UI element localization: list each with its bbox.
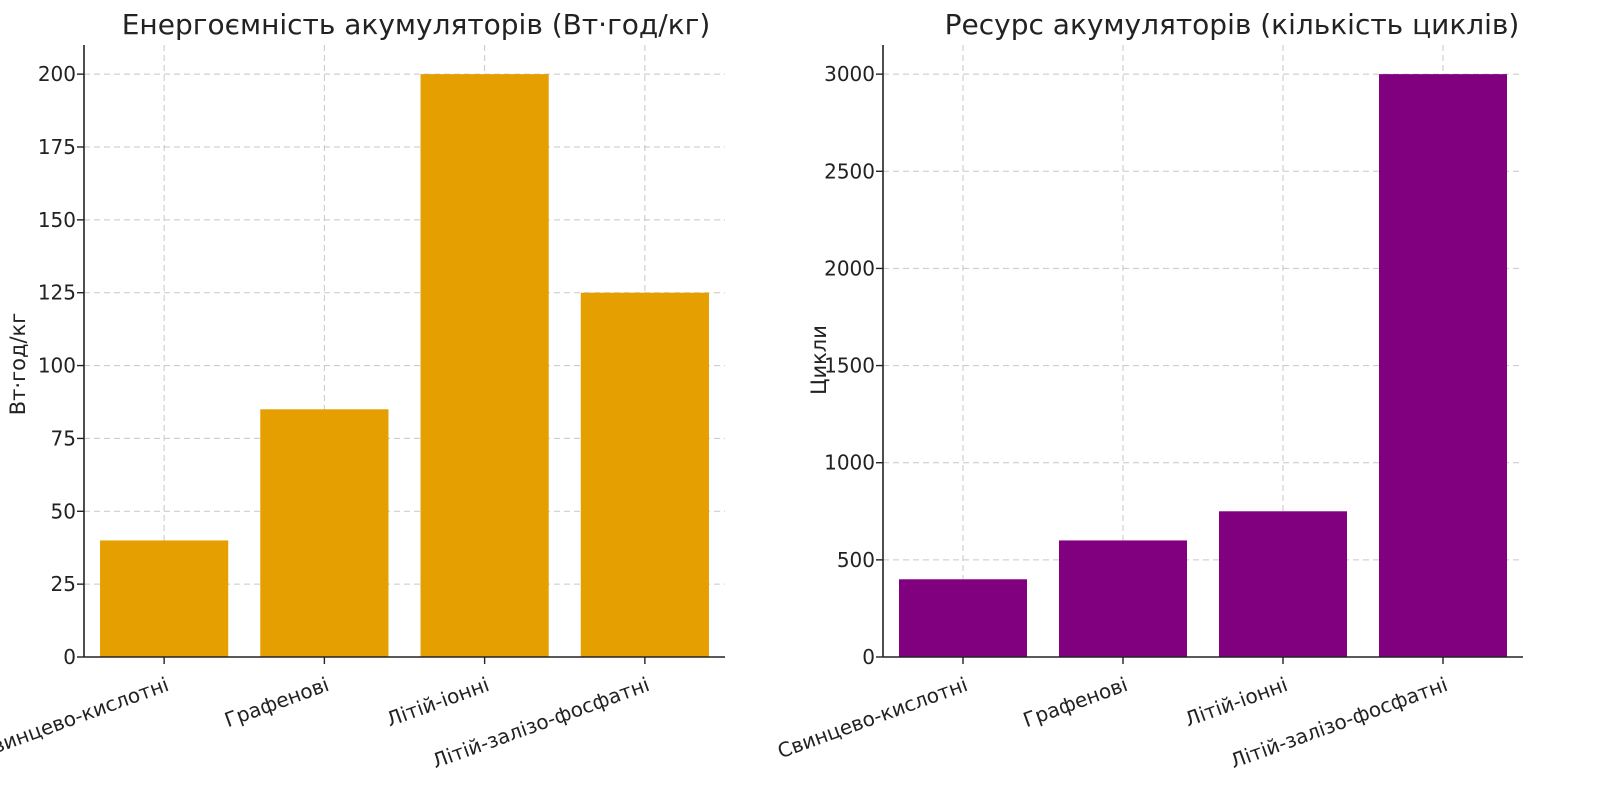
y-tick-label: 1000 <box>824 451 875 475</box>
bar-3 <box>420 74 549 657</box>
y-axis-label: Цикли <box>807 325 831 395</box>
bars <box>100 74 709 657</box>
y-tick-label: 500 <box>837 548 875 572</box>
bar-3 <box>1219 511 1347 657</box>
energy-density-chart: Енергоємність акумуляторів (Вт·год/кг) В… <box>0 8 725 773</box>
y-tick-label: 175 <box>38 135 76 159</box>
y-tick-label: 2000 <box>824 256 875 280</box>
y-tick-label: 125 <box>38 281 76 305</box>
x-tick-label: Графенові <box>221 672 332 732</box>
y-tick-label: 3000 <box>824 62 875 86</box>
bar-1 <box>899 579 1027 657</box>
bar-2 <box>1059 540 1187 657</box>
y-tick-label: 100 <box>38 354 76 378</box>
chart-title: Ресурс акумуляторів (кількість циклів) <box>945 8 1520 41</box>
y-tick-label: 25 <box>51 572 76 596</box>
bar-1 <box>100 540 229 657</box>
x-tick-label: Свинцево-кислотні <box>774 672 970 763</box>
y-tick-label: 0 <box>63 645 76 669</box>
x-tick-label: Літій-іонні <box>1181 672 1290 731</box>
y-axis-label: Вт·год/кг <box>6 313 30 416</box>
bar-4 <box>1379 74 1507 657</box>
x-tick-label: Свинцево-кислотні <box>0 672 172 763</box>
y-tick-label: 50 <box>51 499 76 523</box>
x-tick-label: Літій-іонні <box>383 672 492 731</box>
y-tick-label: 200 <box>38 62 76 86</box>
x-ticks: Свинцево-кислотні Графенові Літій-іонніЛіт… <box>0 657 653 773</box>
y-tick-label: 150 <box>38 208 76 232</box>
y-ticks: 0 500 1000 1500 2000 2500 3000 <box>824 62 883 669</box>
bar-4 <box>580 292 709 657</box>
cycle-life-chart: Ресурс акумуляторів (кількість циклів) Ц… <box>774 8 1523 773</box>
x-ticks: Свинцево-кислотні Графенові Літій-іонніЛіт… <box>774 657 1451 773</box>
x-tick-label: Графенові <box>1020 672 1131 732</box>
y-tick-label: 1500 <box>824 354 875 378</box>
bars <box>899 74 1507 657</box>
y-tick-label: 0 <box>862 645 875 669</box>
bar-2 <box>260 409 389 657</box>
chart-title: Енергоємність акумуляторів (Вт·год/кг) <box>122 8 711 41</box>
y-tick-label: 2500 <box>824 159 875 183</box>
axes <box>882 45 1523 658</box>
y-tick-label: 75 <box>51 426 76 450</box>
y-ticks: 0 25 50 75 100 125 150 175 200 <box>38 62 84 669</box>
